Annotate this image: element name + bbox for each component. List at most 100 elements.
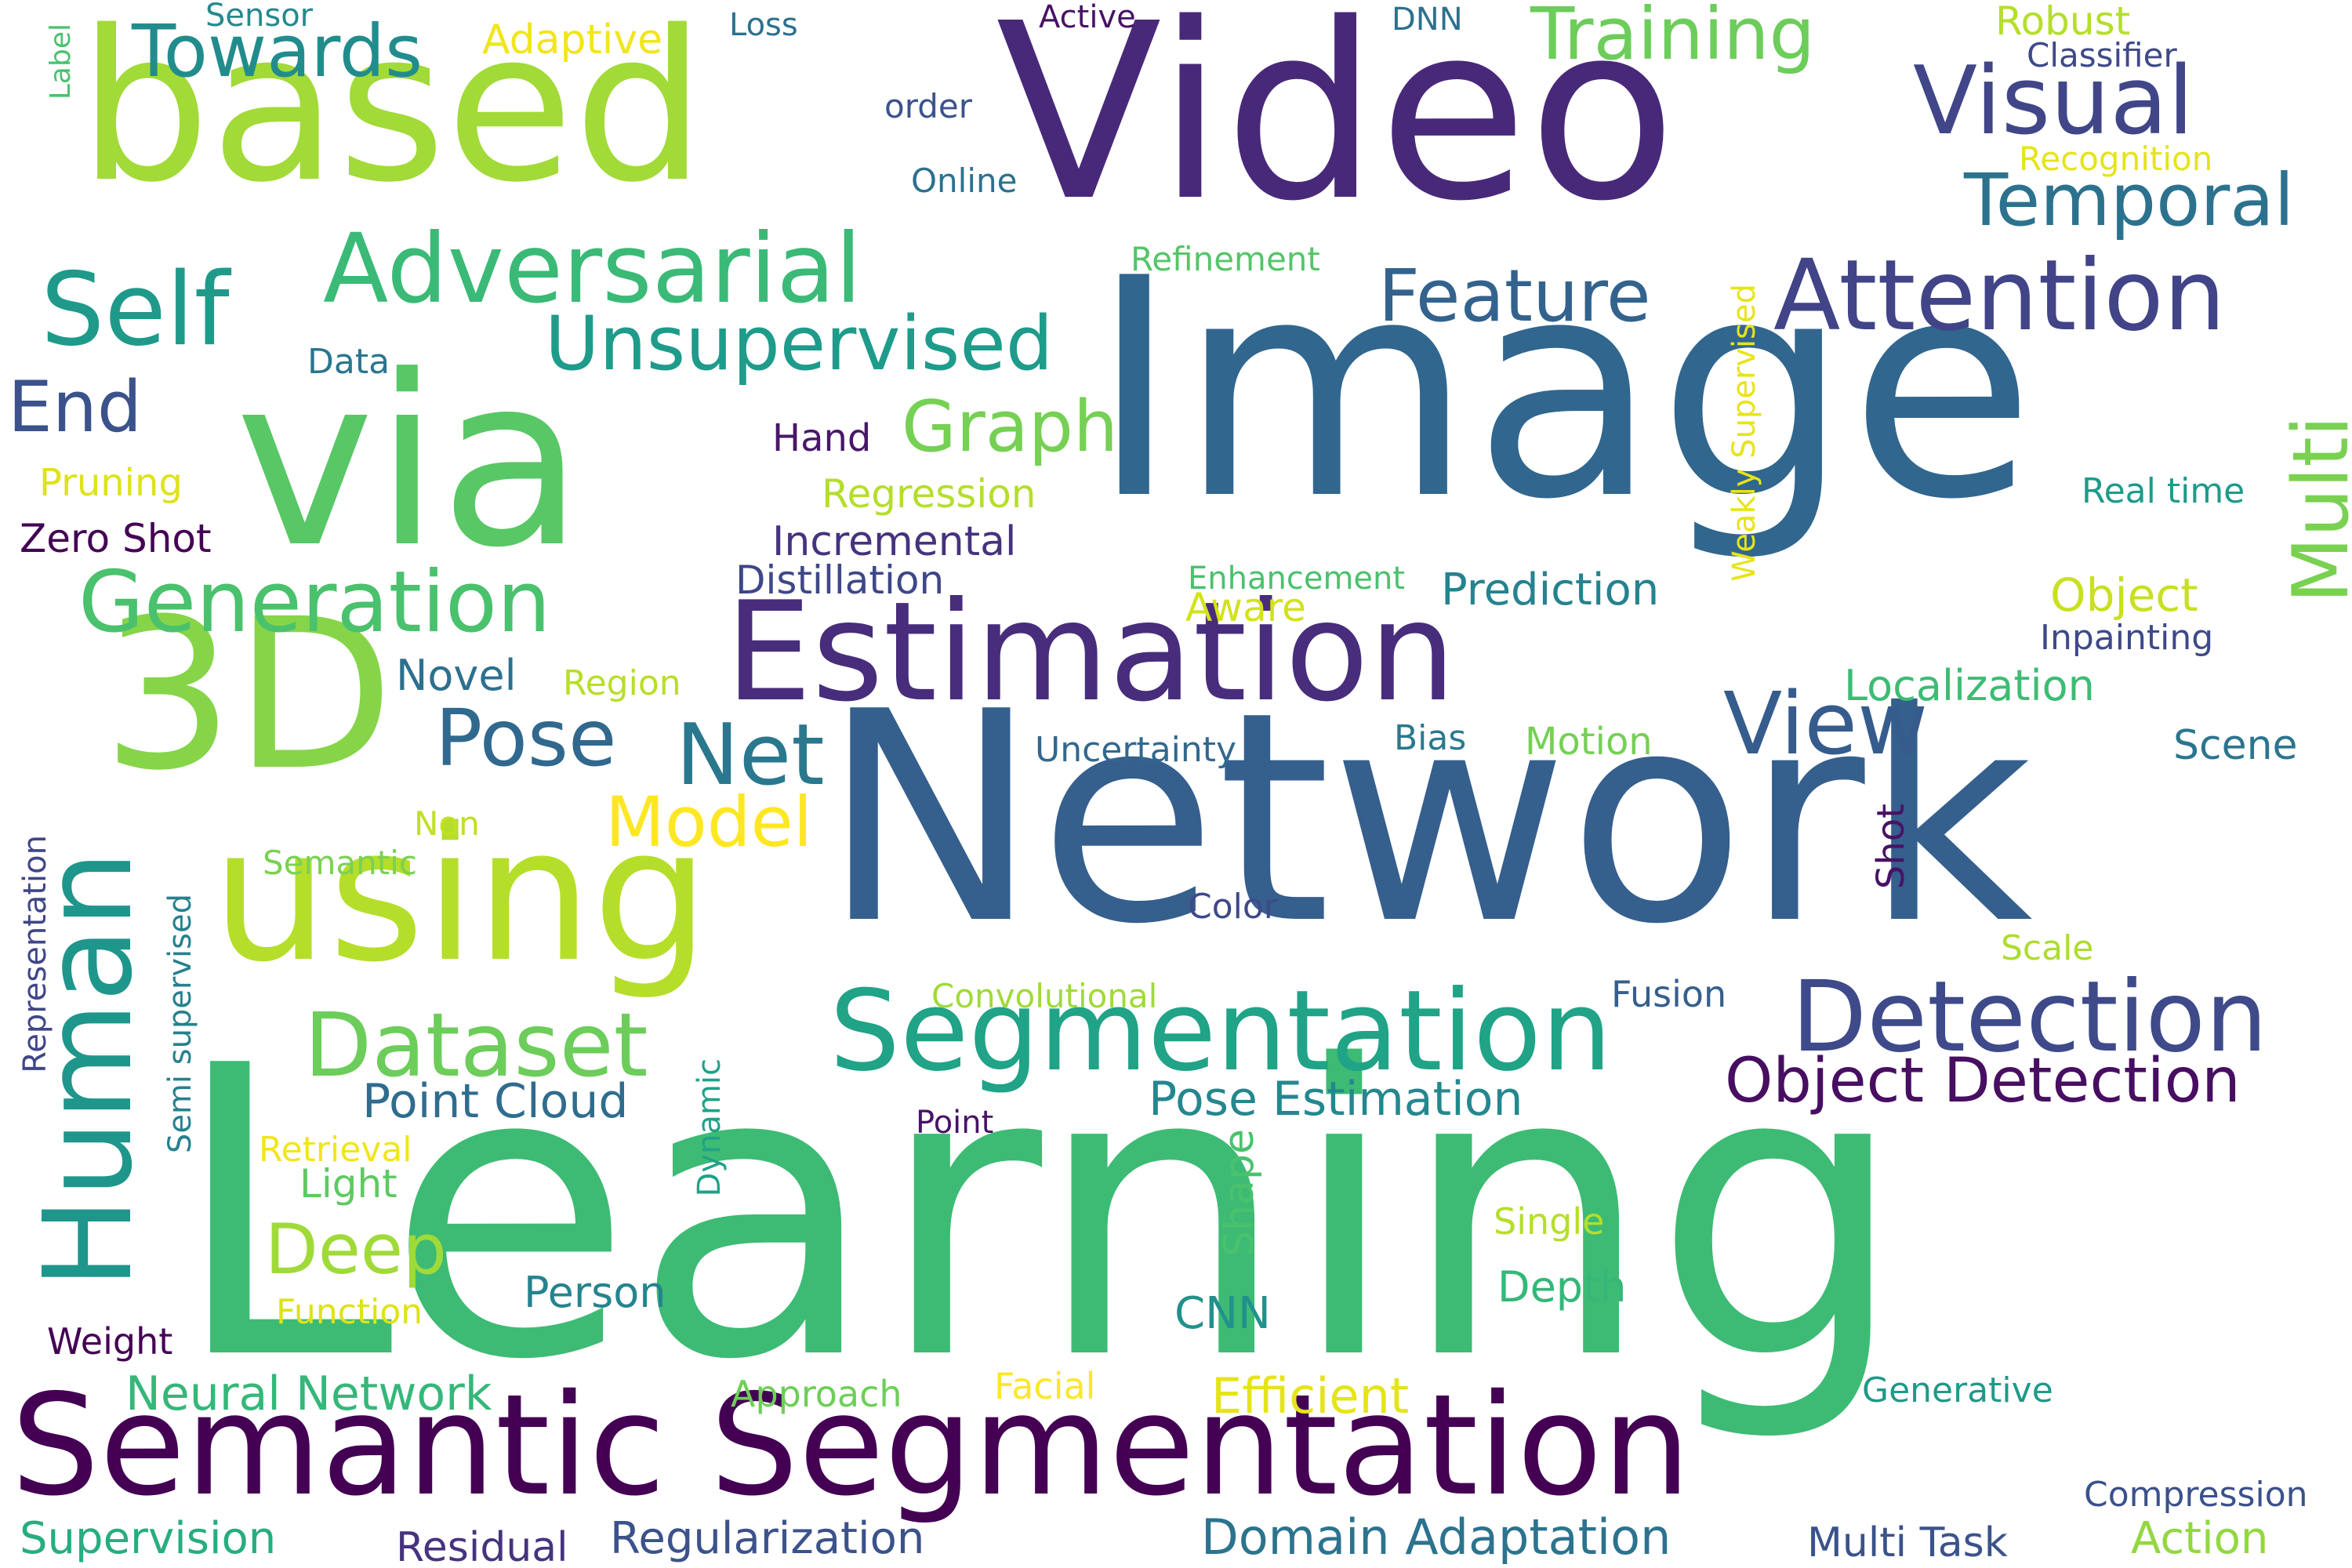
word-motion: Motion	[1525, 720, 1653, 764]
word-point: Point	[916, 1105, 994, 1141]
word-recognition: Recognition	[2019, 140, 2213, 178]
word-3d: 3D	[102, 575, 394, 816]
word-domain-adaptation: Domain Adaptation	[1201, 1508, 1671, 1566]
word-pruning: Pruning	[39, 461, 183, 505]
word-based: based	[78, 0, 706, 228]
word-aware: Aware	[1185, 585, 1306, 630]
word-light: Light	[299, 1161, 397, 1207]
word-weight: Weight	[47, 1320, 173, 1363]
word-refinement: Refinement	[1131, 240, 1320, 278]
word-dynamic: Dynamic	[691, 1058, 728, 1197]
word-order: order	[884, 87, 972, 125]
word-adversarial: Adversarial	[323, 213, 862, 325]
word-depth: Depth	[1497, 1262, 1627, 1312]
word-self: Self	[41, 252, 230, 368]
word-attention: Attention	[1773, 239, 2226, 353]
word-visual: Visual	[1913, 47, 2194, 156]
word-color: Color	[1188, 887, 1278, 927]
word-supervision: Supervision	[20, 1513, 277, 1564]
word-active: Active	[1039, 0, 1136, 35]
word-single: Single	[1494, 1200, 1605, 1243]
word-model: Model	[605, 782, 813, 862]
word-neural-network: Neural Network	[125, 1367, 492, 1421]
word-dataset: Dataset	[304, 995, 648, 1097]
word-label: Label	[45, 24, 77, 100]
word-temporal: Temporal	[1964, 158, 2295, 242]
word-pose-estimation: Pose Estimation	[1149, 1072, 1523, 1127]
word-non: Non	[414, 804, 480, 843]
word-training: Training	[1530, 0, 1816, 76]
word-facial: Facial	[994, 1365, 1096, 1407]
word-image: Image	[1090, 214, 2035, 565]
word-action: Action	[2131, 1513, 2269, 1564]
word-adaptive: Adaptive	[482, 16, 663, 64]
word-via: via	[235, 325, 584, 599]
word-multi-task: Multi Task	[1807, 1519, 2008, 1566]
word-cnn: CNN	[1174, 1288, 1271, 1339]
word-shape: Shape	[1216, 1129, 1263, 1257]
word-online: Online	[911, 162, 1018, 200]
word-localization: Localization	[1844, 661, 2095, 710]
word-view: View	[1723, 673, 1929, 774]
word-regularization: Regularization	[610, 1513, 925, 1564]
word-detection: Detection	[1791, 960, 2268, 1074]
word-graph: Graph	[902, 386, 1119, 468]
word-semi-supervised: Semi supervised	[162, 894, 198, 1154]
word-novel: Novel	[396, 651, 517, 700]
word-convolutional: Convolutional	[931, 977, 1158, 1015]
word-video: Video	[996, 0, 1677, 255]
word-weakly-supervised: Weakly Supervised	[1726, 284, 1762, 582]
word-robust: Robust	[1995, 0, 2131, 44]
word-zero-shot: Zero Shot	[20, 516, 212, 561]
word-fusion: Fusion	[1611, 973, 1727, 1015]
word-retrieval: Retrieval	[259, 1130, 412, 1170]
word-real-time: Real time	[2082, 471, 2245, 511]
word-using: using	[212, 789, 710, 1003]
word-loss: Loss	[729, 7, 798, 43]
word-generative: Generative	[1862, 1370, 2053, 1410]
word-hand: Hand	[772, 416, 872, 460]
word-efficient: Efficient	[1211, 1367, 1410, 1425]
word-estimation: Estimation	[725, 573, 1456, 732]
word-net: Net	[676, 706, 825, 804]
word-end: End	[8, 366, 143, 448]
word-learning: Learning	[171, 982, 1907, 1447]
word-multi: Multi	[2277, 416, 2352, 604]
word-segmentation: Segmentation	[829, 967, 1613, 1096]
word-sensor: Sensor	[205, 0, 314, 34]
word-towards: Towards	[132, 9, 423, 93]
word-scale: Scale	[2001, 928, 2094, 968]
word-function: Function	[276, 1292, 423, 1332]
word-data: Data	[307, 342, 390, 382]
word-point-cloud: Point Cloud	[362, 1074, 629, 1129]
word-person: Person	[524, 1268, 666, 1317]
word-unsupervised: Unsupervised	[545, 301, 1054, 387]
word-bias: Bias	[1394, 718, 1467, 758]
word-enhancement: Enhancement	[1188, 561, 1406, 597]
word-dnn: DNN	[1392, 2, 1463, 38]
word-uncertainty: Uncertainty	[1035, 730, 1237, 770]
word-semantic-segmentation: Semantic Segmentation	[11, 1364, 1691, 1526]
word-semantic: Semantic	[263, 844, 417, 882]
word-distillation: Distillation	[735, 557, 945, 603]
word-generation: Generation	[78, 554, 551, 652]
word-compression: Compression	[2084, 1475, 2308, 1515]
word-network: Network	[822, 651, 2033, 988]
word-approach: Approach	[731, 1373, 902, 1415]
word-pose: Pose	[435, 692, 617, 784]
word-feature: Feature	[1378, 254, 1651, 338]
word-shot: Shot	[1869, 804, 1913, 890]
word-incremental: Incremental	[772, 518, 1017, 565]
word-prediction: Prediction	[1441, 564, 1660, 615]
word-representation: Representation	[17, 835, 53, 1073]
word-scene: Scene	[2173, 722, 2298, 769]
word-region: Region	[563, 663, 681, 703]
word-residual: Residual	[396, 1524, 568, 1568]
word-classifier: Classifier	[2027, 36, 2177, 74]
word-object-detection: Object Detection	[1725, 1046, 2241, 1116]
word-regression: Regression	[822, 471, 1036, 517]
word-object: Object	[2050, 568, 2198, 622]
word-deep: Deep	[265, 1209, 447, 1290]
word-inpainting: Inpainting	[2040, 618, 2214, 658]
